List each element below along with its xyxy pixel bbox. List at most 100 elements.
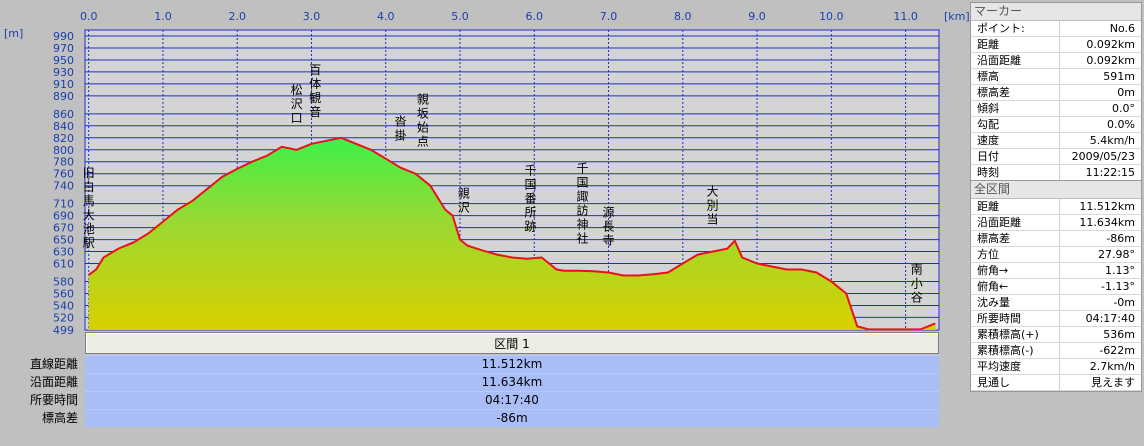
all-section-panel: 全区間 距離 11.512km 沿面距離 11.634km 標高差 -86m 方位 27.98… (970, 180, 1142, 392)
panel-row: 距離 0.092km (971, 37, 1141, 53)
x-tick-label: 11.0 (893, 10, 918, 23)
panel-key: 俯角→ (977, 263, 1060, 278)
panel-row: 標高差 0m (971, 85, 1141, 101)
panel-key: 日付 (977, 149, 1060, 164)
panel-row: 傾斜 0.0° (971, 101, 1141, 117)
svg-text:社: 社 (577, 231, 589, 246)
panel-value: 11:22:15 (1085, 166, 1135, 179)
y-tick-label: 520 (53, 311, 74, 324)
elevation-line (88, 136, 936, 331)
y-tick-label: 800 (53, 144, 74, 157)
summary-value: -86m (85, 409, 939, 427)
y-tick-label: 930 (53, 66, 74, 79)
panel-row: 標高 591m (971, 69, 1141, 85)
panel-value: -622m (1099, 344, 1135, 357)
section-summary: 直線距離 11.512km 沿面距離 11.634km 所要時間 04:17:4… (0, 355, 940, 427)
panel-key: 累積標高(+) (977, 327, 1060, 342)
marker-panel: マーカー ポイント: No.6 距離 0.092km 沿面距離 0.092km 標高 591m… (970, 2, 1142, 182)
svg-text:千: 千 (577, 162, 589, 176)
summary-row-elev: 標高差 -86m (0, 409, 940, 427)
panel-key: 速度 (977, 133, 1060, 148)
summary-label: 沿面距離 (29, 375, 78, 389)
y-tick-label: 950 (53, 54, 74, 67)
x-tick-label: 2.0 (228, 10, 246, 23)
summary-row-straight: 直線距離 11.512km (0, 355, 940, 373)
y-tick-label: 710 (53, 198, 74, 211)
svg-text:訪: 訪 (577, 203, 589, 218)
svg-text:南: 南 (911, 261, 923, 276)
panel-value: 2009/05/23 (1071, 150, 1135, 163)
panel-row: 累積標高(+) 536m (971, 327, 1141, 343)
summary-value: 11.512km (85, 355, 939, 373)
svg-text:親: 親 (458, 187, 470, 201)
panel-row: 沈み量 -0m (971, 295, 1141, 311)
svg-text:寺: 寺 (603, 234, 615, 248)
y-tick-label: 580 (53, 275, 74, 288)
panel-key: 勾配 (977, 117, 1060, 132)
panel-key: 見通し (977, 375, 1060, 390)
summary-label: 直線距離 (29, 357, 78, 371)
svg-text:始: 始 (417, 121, 429, 135)
panel-key: 俯角← (977, 279, 1060, 294)
panel-key: 沿面距離 (977, 215, 1060, 230)
panel-value: 2.7km/h (1089, 360, 1135, 373)
svg-text:番: 番 (525, 192, 537, 206)
panel-value: 0m (1117, 86, 1135, 99)
svg-text:点: 点 (417, 135, 429, 149)
svg-text:沢: 沢 (291, 97, 303, 111)
panel-key: 方位 (977, 247, 1060, 262)
waypoint-label: 沓掛 (395, 115, 407, 143)
panel-row: 俯角← -1.13° (971, 279, 1141, 295)
panel-value: 27.98° (1098, 248, 1135, 261)
panel-value: 5.4km/h (1089, 134, 1135, 147)
svg-text:跡: 跡 (525, 219, 537, 234)
svg-text:所: 所 (525, 206, 537, 220)
panel-key: 平均速度 (977, 359, 1060, 374)
svg-text:口: 口 (291, 111, 303, 125)
y-tick-label: 990 (53, 30, 74, 43)
panel-row: 速度 5.4km/h (971, 133, 1141, 149)
svg-text:駅: 駅 (83, 236, 95, 250)
panel-key: 標高差 (977, 231, 1060, 246)
section-header[interactable]: 区間 1 (85, 332, 939, 354)
y-tick-label: 540 (53, 299, 74, 312)
summary-row-surface: 沿面距離 11.634km (0, 373, 940, 391)
waypoint-label: 大別当 (706, 185, 718, 227)
svg-text:谷: 谷 (911, 290, 923, 304)
y-tick-label: 860 (53, 108, 74, 121)
svg-text:馬: 馬 (83, 194, 95, 208)
y-tick-label: 740 (53, 180, 74, 193)
panel-row: 沿面距離 11.634km (971, 215, 1141, 231)
waypoint-label: 親沢 (458, 187, 470, 215)
svg-text:松: 松 (291, 83, 303, 97)
svg-text:源: 源 (603, 206, 615, 220)
y-tick-label: 780 (53, 156, 74, 169)
svg-text:大: 大 (706, 185, 718, 199)
y-tick-label: 499 (53, 324, 74, 337)
x-tick-label: 9.0 (748, 10, 766, 23)
x-tick-label: 7.0 (600, 10, 618, 23)
svg-text:親: 親 (417, 93, 429, 107)
svg-text:沢: 沢 (458, 201, 470, 215)
svg-text:沓: 沓 (395, 115, 407, 129)
panel-key: 標高 (977, 69, 1060, 84)
panel-value: -86m (1106, 232, 1135, 245)
panel-value: 536m (1103, 328, 1135, 341)
svg-text:国: 国 (525, 178, 537, 192)
panel-key: 時刻 (977, 165, 1060, 180)
y-tick-label: 670 (53, 222, 74, 235)
panel-row: 勾配 0.0% (971, 117, 1141, 133)
x-tick-label: 10.0 (819, 10, 844, 23)
svg-text:大: 大 (83, 208, 95, 222)
svg-text:当: 当 (706, 213, 718, 227)
panel-value: 0.0% (1107, 118, 1135, 131)
y-tick-label: 650 (53, 234, 74, 247)
y-tick-label: 630 (53, 246, 74, 259)
y-tick-label: 970 (53, 42, 74, 55)
svg-text:千: 千 (525, 164, 537, 178)
x-unit-label: [km] (944, 10, 970, 23)
panel-value: 11.512km (1079, 200, 1135, 213)
x-tick-label: 8.0 (674, 10, 692, 23)
